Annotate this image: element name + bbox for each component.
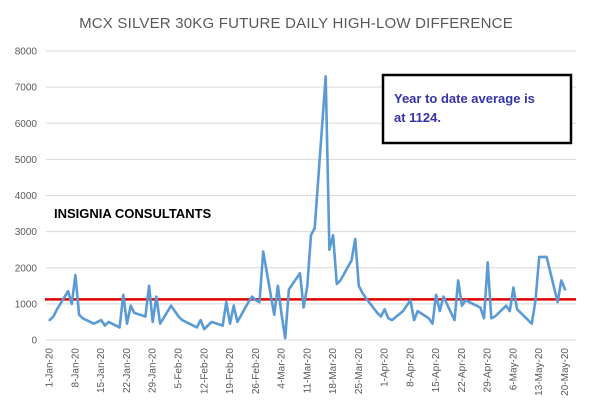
x-tick-label: 25-Mar-20 — [354, 348, 365, 395]
y-tick-label: 2000 — [15, 263, 38, 274]
watermark-text: INSIGNIA CONSULTANTS — [54, 206, 212, 221]
x-axis-tick-labels: 1-Jan-20 8-Jan-20 15-Jan-20 22-Jan-20 29-Jan… — [45, 348, 571, 396]
y-axis-tick-labels: 0 1000 2000 3000 4000 5000 6000 7000 8000 — [15, 47, 38, 347]
x-tick-label: 11-Mar-20 — [302, 348, 313, 394]
x-tick-label: 12-Feb-20 — [199, 348, 210, 395]
average-note: Year to date average is at 1124. — [381, 73, 573, 145]
y-tick-label: 8000 — [15, 47, 38, 58]
x-tick-label: 19-Feb-20 — [225, 348, 236, 395]
x-tick-label: 6-May-20 — [508, 348, 519, 391]
x-tick-label: 22-Apr-20 — [457, 348, 468, 393]
x-tick-label: 8-Jan-20 — [70, 348, 81, 388]
x-tick-label: 29-Jan-20 — [148, 348, 159, 393]
x-tick-label: 8-Apr-20 — [405, 348, 416, 387]
x-tick-label: 1-Jan-20 — [45, 348, 56, 388]
average-note-box — [381, 73, 573, 145]
chart-title: MCX SILVER 30KG FUTURE DAILY HIGH-LOW DI… — [79, 15, 513, 32]
y-tick-label: 5000 — [15, 155, 38, 166]
x-tick-label: 22-Jan-20 — [122, 348, 133, 393]
y-tick-label: 3000 — [15, 227, 38, 238]
y-tick-label: 4000 — [15, 191, 38, 202]
y-tick-label: 0 — [31, 336, 37, 347]
average-note-line2: at 1124. — [394, 110, 441, 125]
average-note-line1: Year to date average is — [394, 91, 535, 106]
x-tick-label: 5-Feb-20 — [174, 348, 185, 389]
x-tick-label: 1-Apr-20 — [380, 348, 391, 387]
x-tick-label: 29-Apr-20 — [483, 348, 494, 393]
series-line — [48, 75, 567, 340]
x-tick-label: 4-Mar-20 — [277, 348, 288, 389]
x-tick-label: 20-May-20 — [560, 348, 571, 396]
x-tick-label: 13-May-20 — [534, 348, 545, 396]
y-tick-label: 7000 — [15, 83, 38, 94]
gridlines — [46, 50, 576, 341]
x-tick-label: 26-Feb-20 — [251, 348, 262, 395]
series-lines — [48, 75, 567, 340]
x-tick-label: 15-Apr-20 — [431, 348, 442, 393]
y-tick-label: 1000 — [15, 299, 38, 310]
y-tick-label: 6000 — [15, 119, 38, 130]
x-tick-label: 18-Mar-20 — [328, 348, 339, 395]
x-tick-label: 15-Jan-20 — [96, 348, 107, 393]
